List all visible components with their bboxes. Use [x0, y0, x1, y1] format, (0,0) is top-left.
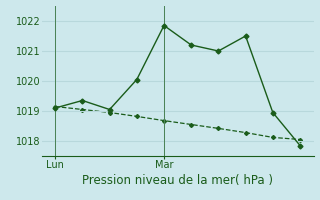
- X-axis label: Pression niveau de la mer( hPa ): Pression niveau de la mer( hPa ): [82, 174, 273, 187]
